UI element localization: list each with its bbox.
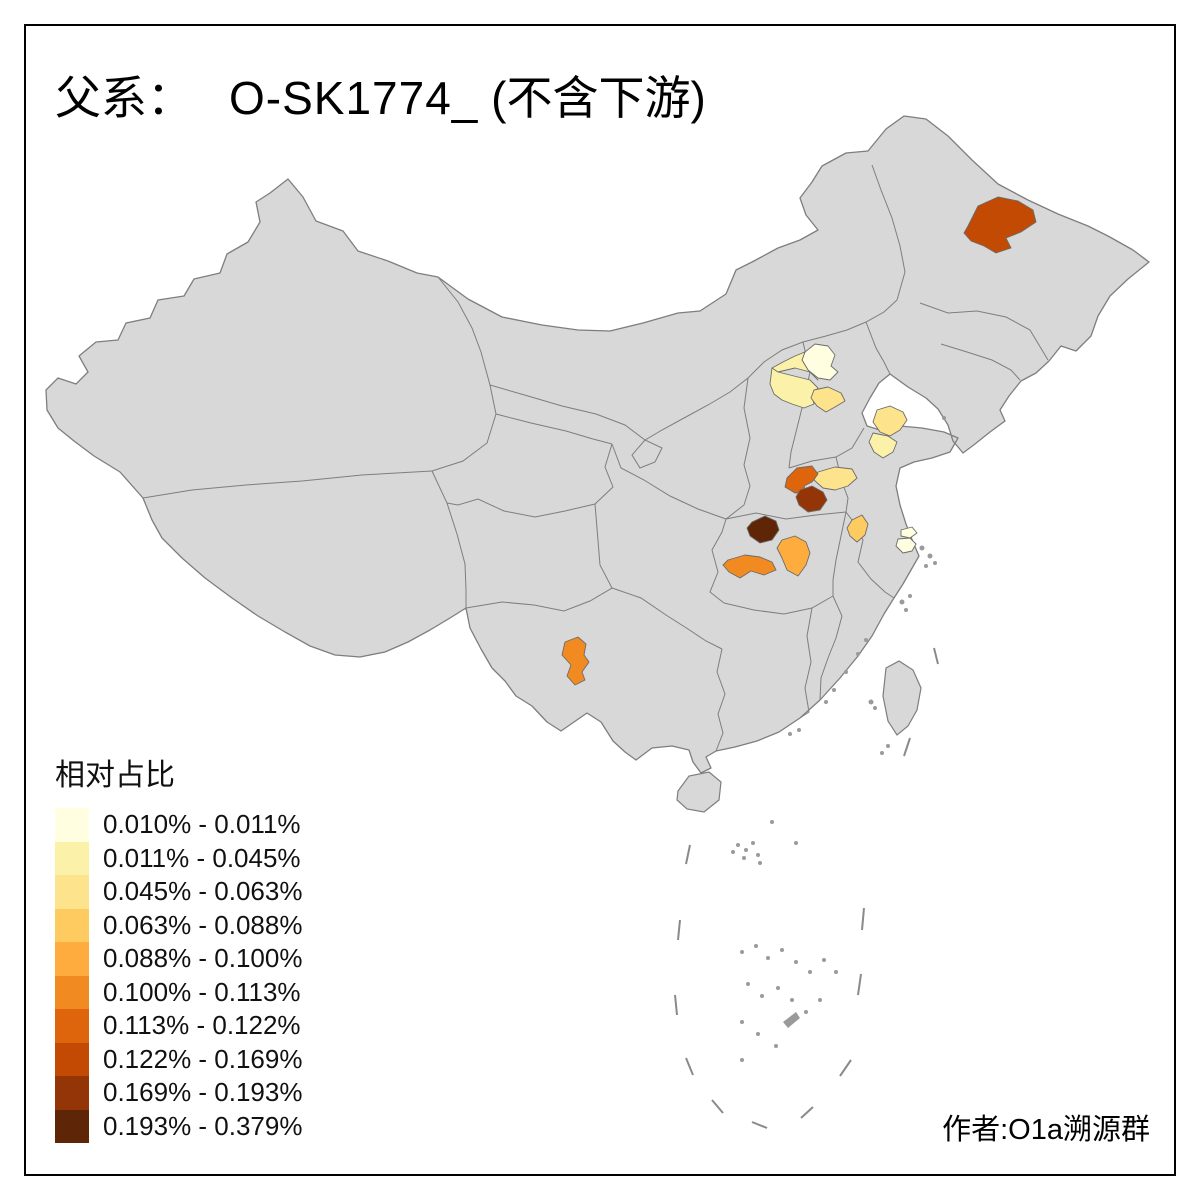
legend-items: 0.010% - 0.011% 0.011% - 0.045% 0.045% - 0…: [55, 808, 302, 1143]
legend-item-label: 0.100% - 0.113%: [103, 976, 301, 1007]
legend-swatch: [55, 1042, 89, 1076]
title-suffix: (不含下游): [478, 72, 706, 124]
legend-swatch: [55, 908, 89, 942]
legend-item: 0.193% - 0.379%: [55, 1109, 303, 1143]
legend-item-label: 0.010% - 0.011%: [103, 809, 301, 840]
region-linyi: [813, 466, 858, 491]
legend-swatch: [55, 875, 89, 909]
region-kaifeng: [784, 465, 819, 494]
taiwan: [882, 660, 922, 736]
legend-item-label: 0.063% - 0.088%: [103, 909, 303, 940]
legend-item: 0.122% - 0.169%: [55, 1042, 303, 1076]
shaded-regions: [561, 196, 1037, 686]
mainland-outline: [45, 115, 1150, 774]
legend-swatch: [55, 841, 89, 875]
region-hubei-west: [722, 554, 777, 579]
region-jiangsu-coast-south: [895, 537, 917, 554]
legend-swatch: [55, 1109, 89, 1143]
region-weifang: [872, 405, 908, 437]
legend-item: 0.010% - 0.011%: [55, 808, 302, 842]
region-anhui-chuzhou: [846, 514, 869, 543]
legend-item: 0.169% - 0.193%: [55, 1076, 302, 1110]
legend: 相对占比 0.010% - 0.011% 0.011% - 0.045% 0.045…: [55, 750, 302, 1143]
legend-item: 0.113% - 0.122%: [55, 1009, 302, 1043]
islands: [731, 416, 946, 1062]
legend-item-label: 0.011% - 0.045%: [103, 842, 301, 873]
region-heilongjiang-central: [963, 196, 1037, 254]
hainan: [676, 771, 722, 813]
legend-swatch: [55, 1076, 89, 1110]
title-prefix: 父系：: [55, 72, 193, 124]
legend-item: 0.100% - 0.113%: [55, 975, 302, 1009]
legend-title: 相对占比: [55, 759, 175, 792]
legend-item-label: 0.045% - 0.063%: [103, 876, 303, 907]
region-nanyang: [746, 515, 780, 544]
legend-item-label: 0.122% - 0.169%: [103, 1043, 303, 1074]
region-langfang-cangzhou: [810, 386, 846, 413]
region-yunnan-central: [561, 636, 590, 686]
legend-item-label: 0.088% - 0.100%: [103, 943, 303, 974]
legend-swatch: [55, 975, 89, 1009]
legend-item-label: 0.113% - 0.122%: [103, 1010, 301, 1041]
author-credit: 作者:O1a溯源群: [942, 1114, 1150, 1146]
legend-swatch: [55, 942, 89, 976]
legend-item: 0.063% - 0.088%: [55, 908, 303, 942]
legend-swatch: [55, 808, 89, 842]
region-hubei-central: [776, 535, 811, 577]
nine-dash-line: [674, 647, 939, 1129]
page-title: 父系： O-SK1774_ (不含下游): [55, 62, 706, 128]
legend-item: 0.011% - 0.045%: [55, 841, 302, 875]
plot-frame: [24, 24, 1176, 1176]
legend-item: 0.088% - 0.100%: [55, 942, 302, 976]
region-jiangsu-coast-north: [900, 526, 918, 539]
legend-item-label: 0.169% - 0.193%: [103, 1077, 303, 1108]
legend-swatch: [55, 1009, 89, 1043]
title-haplogroup: O-SK1774_: [229, 72, 479, 124]
legend-item: 0.045% - 0.063%: [55, 875, 302, 909]
region-henan-south: [795, 485, 828, 513]
region-qingdao-rizhao: [868, 432, 898, 459]
legend-item-label: 0.193% - 0.379%: [103, 1110, 303, 1141]
